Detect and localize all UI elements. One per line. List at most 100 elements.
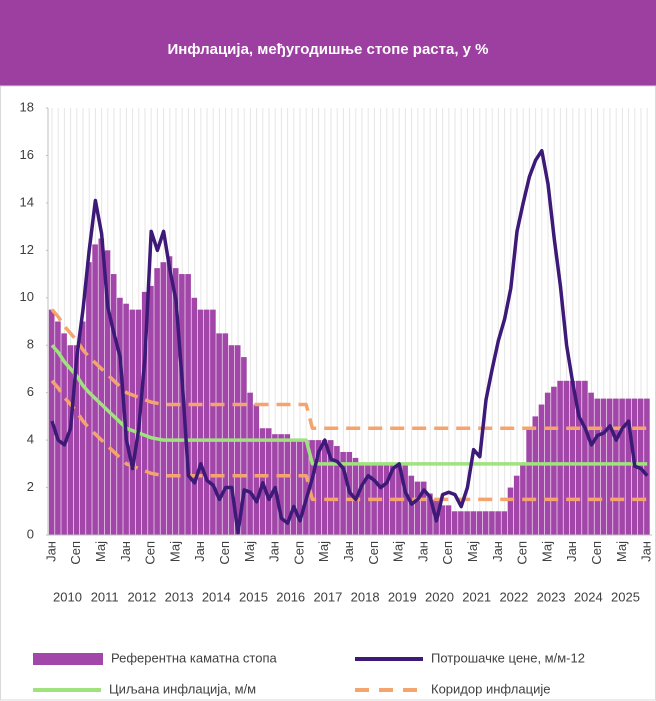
rate-bar	[402, 463, 408, 535]
rate-bar	[141, 291, 148, 535]
x-tick-label: Јан	[192, 541, 207, 562]
rate-bar	[321, 440, 328, 535]
rate-bar	[526, 428, 532, 535]
year-label: 2013	[165, 589, 194, 604]
year-label: 2015	[239, 589, 268, 604]
x-tick-label: Јан	[43, 541, 58, 562]
rate-bar	[265, 428, 272, 535]
y-tick-label: 14	[20, 194, 34, 209]
year-label: 2024	[574, 589, 603, 604]
rate-bar	[203, 309, 210, 535]
x-tick-label: Јан	[267, 541, 282, 562]
year-label: 2020	[425, 589, 454, 604]
y-tick-label: 10	[20, 289, 34, 304]
rate-bar	[420, 481, 427, 535]
rate-bar	[365, 463, 371, 535]
rate-bar	[61, 333, 67, 535]
rate-bar	[427, 493, 433, 535]
rate-bar	[79, 321, 86, 535]
rate-bar	[383, 463, 390, 535]
rate-bar	[619, 398, 625, 535]
rate-bar	[613, 398, 619, 535]
rate-bar	[148, 285, 154, 535]
x-tick-label: Мај	[465, 541, 480, 562]
series-line	[50, 344, 648, 466]
year-label: 2025	[611, 589, 640, 604]
legend-label: Циљана инфлација, м/м	[109, 681, 256, 696]
x-tick-label: Јан	[415, 541, 430, 562]
x-tick-label: Сеп	[440, 541, 455, 565]
rate-bar	[315, 440, 322, 535]
legend-swatch	[33, 653, 103, 665]
x-tick-label: Јан	[341, 541, 356, 562]
rate-bar	[439, 505, 446, 535]
rate-bar	[538, 404, 545, 535]
year-label: 2018	[351, 589, 380, 604]
year-label: 2021	[462, 589, 491, 604]
series-line	[50, 379, 648, 502]
rate-bar	[569, 380, 576, 535]
y-tick-label: 4	[27, 432, 34, 447]
rate-bar	[594, 398, 601, 535]
rate-bar	[445, 505, 452, 535]
rate-bar	[129, 309, 136, 535]
y-tick-label: 12	[20, 242, 34, 257]
rate-bar	[513, 475, 520, 535]
rate-bar	[600, 398, 607, 535]
rate-bar	[191, 297, 198, 535]
rate-bar	[197, 309, 204, 535]
rate-bar	[272, 434, 278, 535]
rate-bar	[86, 262, 92, 535]
y-tick-label: 18	[20, 99, 34, 114]
rate-bar	[222, 333, 229, 535]
year-label: 2023	[537, 589, 566, 604]
rate-bar	[241, 357, 247, 535]
rate-bar	[160, 262, 167, 535]
rate-bar	[482, 511, 489, 535]
year-label: 2010	[53, 589, 82, 604]
chart-title: Инфлација, међугодишње стопе раста, у %	[168, 41, 489, 58]
x-tick-label: Мај	[614, 541, 629, 562]
rate-bar	[55, 321, 61, 535]
year-label: 2016	[276, 589, 305, 604]
rate-bar	[172, 268, 179, 535]
x-tick-label: Сеп	[366, 541, 381, 565]
x-tick-label: Мај	[316, 541, 331, 562]
legend-label: Коридор инфлације	[431, 681, 550, 696]
x-tick-label: Сеп	[291, 541, 306, 565]
rate-bar	[358, 463, 365, 535]
rate-bar	[284, 434, 291, 535]
rate-bar	[414, 481, 421, 535]
x-tick-label: Мај	[539, 541, 554, 562]
rate-bar	[98, 238, 105, 535]
y-tick-label: 8	[27, 337, 34, 352]
x-tick-label: Јан	[118, 541, 133, 562]
rate-bar	[334, 446, 340, 535]
rate-bar	[532, 416, 539, 535]
rate-bar	[166, 256, 173, 535]
series-line	[50, 308, 648, 430]
rate-bar	[507, 487, 514, 535]
rate-bar	[327, 440, 334, 535]
rate-bar	[582, 380, 588, 535]
rate-bar	[451, 511, 458, 535]
rate-bar	[67, 345, 74, 535]
rate-bar	[495, 511, 501, 535]
series-line	[50, 148, 649, 535]
rate-bar	[303, 440, 309, 535]
rate-bar	[644, 398, 650, 535]
rate-bar	[73, 345, 80, 535]
year-label: 2019	[388, 589, 417, 604]
rate-bar	[464, 511, 470, 535]
rate-bar	[575, 380, 582, 535]
rate-bar	[210, 309, 216, 535]
legend-label: Референтна каматна стопа	[111, 650, 278, 665]
rate-bar	[470, 511, 477, 535]
rate-bar	[489, 511, 495, 535]
year-label: 2011	[91, 589, 119, 604]
rate-bar	[216, 333, 222, 535]
rate-bar	[309, 440, 315, 535]
rate-bar	[290, 440, 297, 535]
year-label: 2014	[202, 589, 231, 604]
